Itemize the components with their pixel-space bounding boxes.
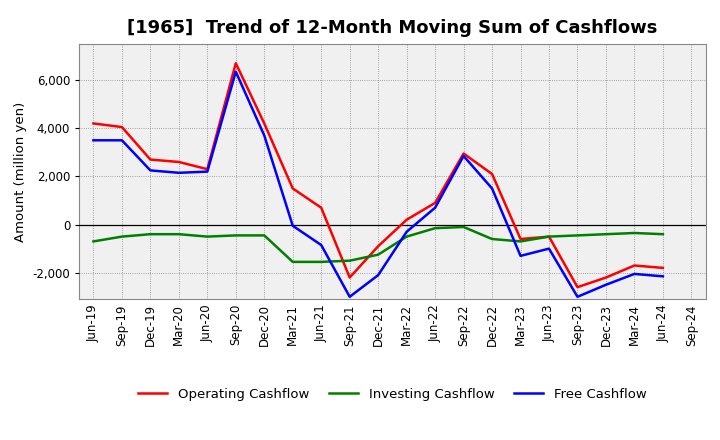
Free Cashflow: [117, 138, 126, 143]
Line: Free Cashflow: Free Cashflow: [94, 72, 663, 297]
Investing Cashflow: [260, 233, 269, 238]
Operating Cashflow: [260, 121, 269, 126]
Free Cashflow: [203, 169, 212, 174]
Investing Cashflow: [174, 231, 183, 237]
Investing Cashflow: [487, 236, 496, 242]
Operating Cashflow: [402, 217, 411, 222]
Investing Cashflow: [459, 224, 468, 230]
Free Cashflow: [431, 205, 439, 210]
Operating Cashflow: [89, 121, 98, 126]
Free Cashflow: [573, 294, 582, 300]
Free Cashflow: [174, 170, 183, 176]
Investing Cashflow: [516, 239, 525, 244]
Investing Cashflow: [89, 239, 98, 244]
Investing Cashflow: [630, 231, 639, 236]
Free Cashflow: [545, 246, 554, 251]
Investing Cashflow: [232, 233, 240, 238]
Free Cashflow: [487, 186, 496, 191]
Investing Cashflow: [545, 234, 554, 239]
Investing Cashflow: [317, 259, 325, 264]
Investing Cashflow: [573, 233, 582, 238]
Operating Cashflow: [346, 275, 354, 280]
Investing Cashflow: [203, 234, 212, 239]
Free Cashflow: [289, 223, 297, 228]
Investing Cashflow: [289, 259, 297, 264]
Operating Cashflow: [374, 244, 382, 249]
Free Cashflow: [146, 168, 155, 173]
Operating Cashflow: [516, 236, 525, 242]
Investing Cashflow: [659, 231, 667, 237]
Line: Operating Cashflow: Operating Cashflow: [94, 63, 663, 287]
Free Cashflow: [317, 242, 325, 248]
Free Cashflow: [459, 153, 468, 158]
Operating Cashflow: [431, 200, 439, 205]
Y-axis label: Amount (million yen): Amount (million yen): [14, 102, 27, 242]
Operating Cashflow: [573, 285, 582, 290]
Investing Cashflow: [346, 258, 354, 263]
Line: Investing Cashflow: Investing Cashflow: [94, 227, 663, 262]
Investing Cashflow: [431, 226, 439, 231]
Free Cashflow: [374, 272, 382, 278]
Operating Cashflow: [289, 186, 297, 191]
Free Cashflow: [402, 229, 411, 235]
Free Cashflow: [659, 274, 667, 279]
Operating Cashflow: [317, 205, 325, 210]
Operating Cashflow: [146, 157, 155, 162]
Investing Cashflow: [402, 234, 411, 239]
Investing Cashflow: [602, 231, 611, 237]
Operating Cashflow: [203, 167, 212, 172]
Free Cashflow: [232, 69, 240, 74]
Operating Cashflow: [630, 263, 639, 268]
Operating Cashflow: [174, 159, 183, 165]
Operating Cashflow: [602, 275, 611, 280]
Investing Cashflow: [146, 231, 155, 237]
Operating Cashflow: [545, 234, 554, 239]
Investing Cashflow: [374, 252, 382, 257]
Operating Cashflow: [459, 151, 468, 156]
Investing Cashflow: [117, 234, 126, 239]
Title: [1965]  Trend of 12-Month Moving Sum of Cashflows: [1965] Trend of 12-Month Moving Sum of C…: [127, 19, 657, 37]
Operating Cashflow: [659, 265, 667, 271]
Free Cashflow: [602, 282, 611, 287]
Free Cashflow: [346, 294, 354, 300]
Free Cashflow: [260, 133, 269, 138]
Operating Cashflow: [232, 61, 240, 66]
Operating Cashflow: [487, 171, 496, 176]
Free Cashflow: [630, 271, 639, 277]
Free Cashflow: [89, 138, 98, 143]
Free Cashflow: [516, 253, 525, 259]
Operating Cashflow: [117, 125, 126, 130]
Legend: Operating Cashflow, Investing Cashflow, Free Cashflow: Operating Cashflow, Investing Cashflow, …: [133, 382, 652, 406]
